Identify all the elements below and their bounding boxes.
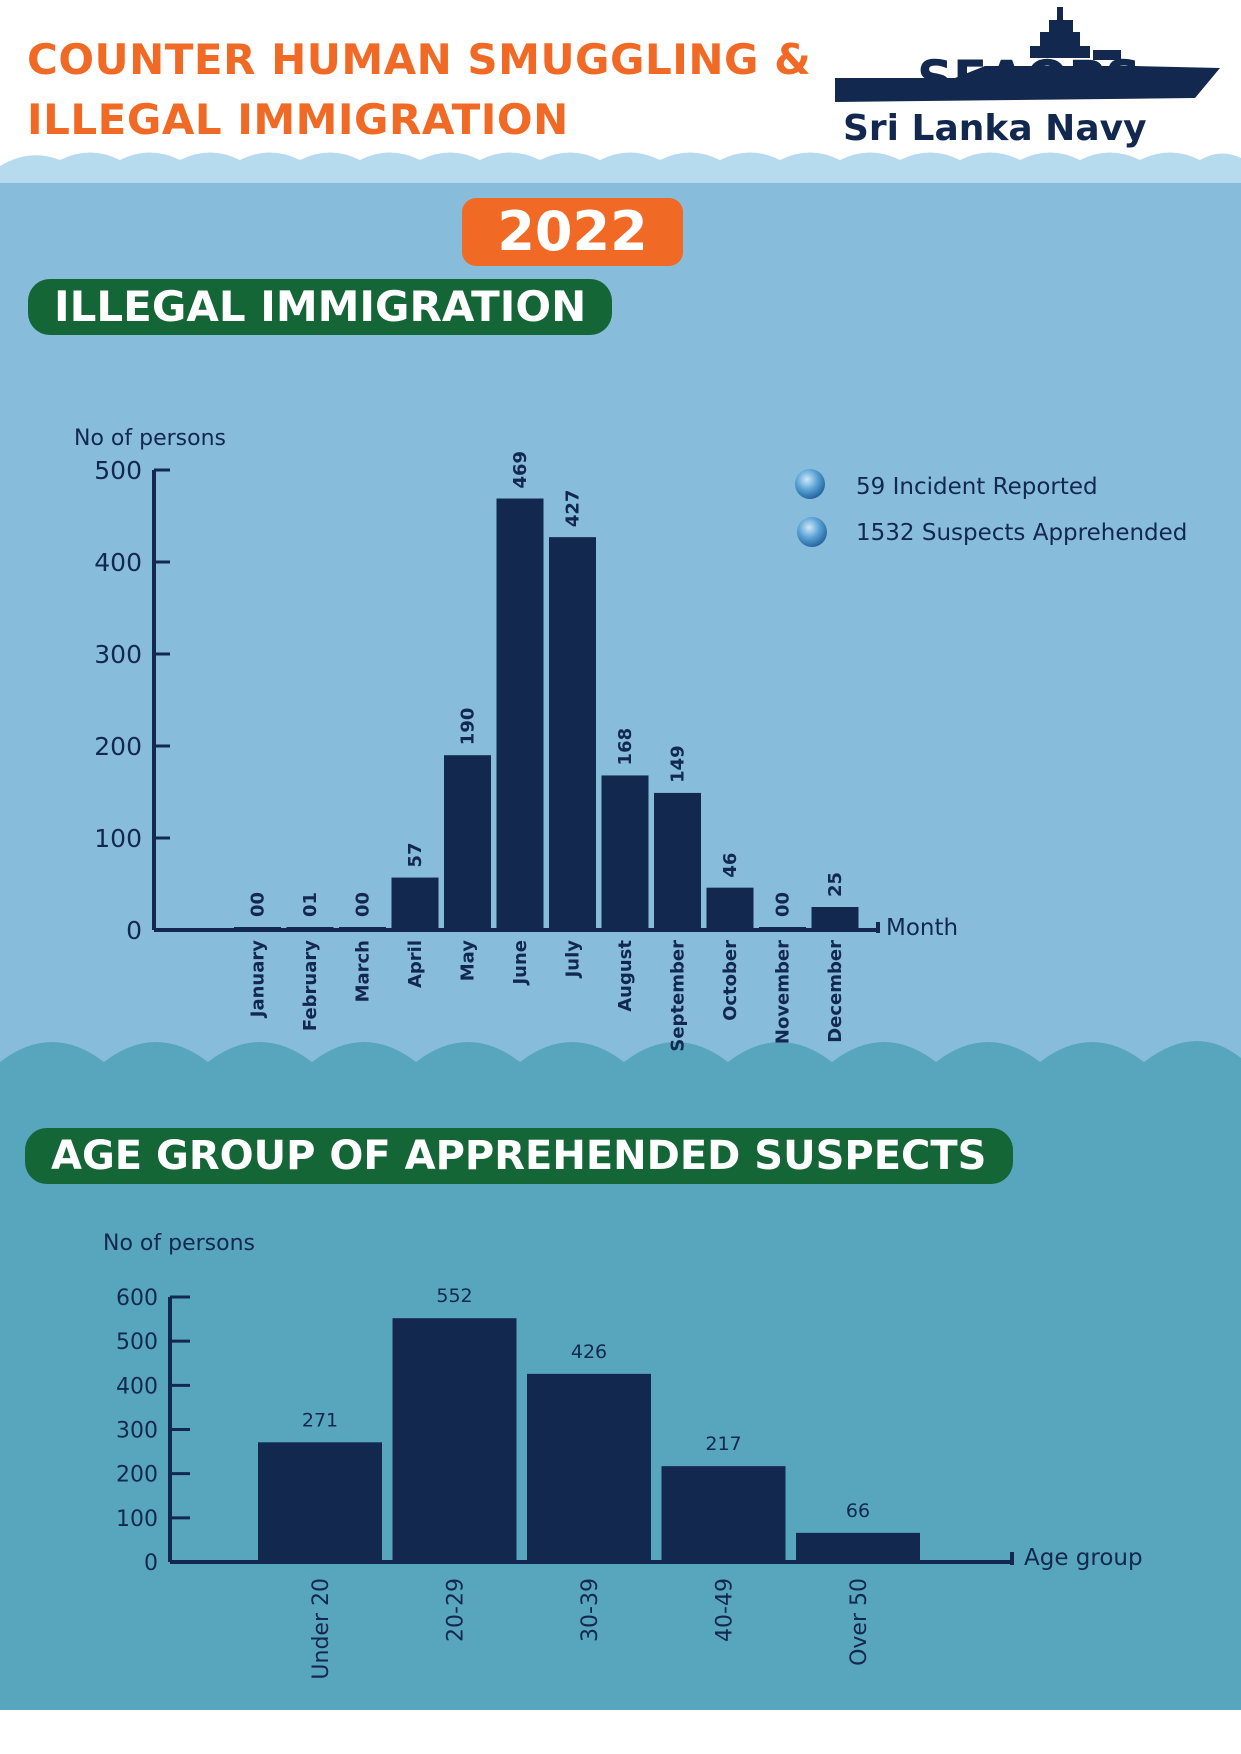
- x-tick-label: May: [458, 940, 479, 982]
- section-illegal-immigration: ILLEGAL IMMIGRATION: [28, 279, 613, 335]
- x-tick-label: 20-29: [444, 1578, 469, 1642]
- y-axis-label: No of persons: [103, 1231, 255, 1256]
- x-tick-label: June: [510, 940, 531, 987]
- bar-september: [654, 792, 701, 930]
- data-label: 66: [846, 1500, 870, 1522]
- x-tick-label: February: [300, 940, 321, 1031]
- y-tick-label: 300: [116, 1419, 158, 1444]
- data-label: 469: [510, 451, 531, 489]
- bar-age-2: [392, 1318, 517, 1562]
- y-tick-label: 200: [116, 1463, 158, 1488]
- data-label: 46: [720, 853, 741, 878]
- y-tick-label: 600: [116, 1286, 158, 1311]
- data-label: 00: [353, 892, 374, 917]
- data-label: 01: [300, 892, 321, 917]
- logo-text: SEAOPS: [917, 50, 1141, 108]
- y-tick-label: 0: [126, 916, 142, 945]
- y-tick-label: 100: [94, 824, 142, 853]
- x-tick-label: 40-49: [713, 1578, 738, 1642]
- section-age-group: AGE GROUP OF APPREHENDED SUSPECTS: [25, 1128, 1013, 1184]
- x-tick-label: March: [353, 940, 374, 1002]
- bar-age-3: [527, 1373, 651, 1562]
- data-label: 427: [563, 490, 584, 528]
- bar-age-5: [796, 1532, 920, 1562]
- bar-may: [444, 755, 491, 930]
- legend-bullet-icon: [797, 517, 827, 547]
- page-title: COUNTER HUMAN SMUGGLING & ILLEGAL IMMIGR…: [27, 30, 811, 150]
- bar-april: [391, 877, 439, 930]
- legend: 59 Incident Reported 1532 Suspects Appre…: [795, 469, 1187, 547]
- y-tick-label: 300: [94, 640, 142, 669]
- y-tick-label: 0: [144, 1551, 158, 1576]
- x-tick-label: Over 50: [847, 1578, 872, 1666]
- x-tick-label: September: [668, 940, 689, 1052]
- y-tick-label: 200: [94, 732, 142, 761]
- title-line-1: COUNTER HUMAN SMUGGLING &: [27, 35, 812, 84]
- y-tick-label: 400: [94, 548, 142, 577]
- x-tick-label: November: [773, 940, 794, 1044]
- data-label: 25: [825, 872, 846, 897]
- y-tick-label: 500: [116, 1330, 158, 1355]
- data-label: 57: [405, 842, 426, 867]
- bar-october: [706, 887, 754, 930]
- bar-july: [549, 537, 596, 930]
- legend-item-incidents: 59 Incident Reported: [856, 474, 1098, 500]
- legend-bullet-icon: [795, 469, 825, 499]
- x-tick-label: January: [248, 940, 269, 1019]
- data-label: 552: [436, 1285, 472, 1307]
- data-label: 217: [705, 1433, 741, 1455]
- x-tick-label: August: [615, 940, 636, 1012]
- title-line-2: ILLEGAL IMMIGRATION: [27, 95, 569, 144]
- ship-icon: [835, 7, 1220, 102]
- y-tick-label: 100: [116, 1507, 158, 1532]
- x-tick-label: April: [405, 940, 426, 988]
- data-label: 00: [248, 892, 269, 917]
- x-tick-label: October: [720, 940, 741, 1021]
- data-label: 149: [668, 745, 689, 783]
- x-tick-label: 30-39: [578, 1578, 603, 1642]
- bar-age-1: [258, 1442, 382, 1562]
- data-label: 426: [571, 1341, 607, 1363]
- y-tick-label: 400: [116, 1374, 158, 1399]
- bar-august: [601, 775, 649, 930]
- data-label: 168: [615, 728, 636, 766]
- x-tick-label: July: [563, 940, 584, 980]
- logo-subtext: Sri Lanka Navy: [843, 108, 1147, 149]
- year-badge: 2022: [462, 198, 683, 266]
- data-label: 00: [773, 892, 794, 917]
- x-tick-label: December: [825, 940, 846, 1043]
- seaops-logo: SEAOPS Sri Lanka Navy: [835, 7, 1220, 149]
- bar-december: [811, 907, 859, 930]
- data-label: 190: [458, 708, 479, 746]
- y-tick-label: 500: [94, 456, 142, 485]
- y-axis-label: No of persons: [74, 426, 226, 451]
- bar-june: [496, 498, 544, 930]
- legend-item-suspects: 1532 Suspects Apprehended: [856, 520, 1187, 546]
- x-axis-label: Month: [886, 915, 958, 941]
- bar-age-4: [661, 1466, 786, 1562]
- x-axis-label: Age group: [1024, 1545, 1143, 1571]
- data-label: 271: [302, 1409, 338, 1431]
- x-tick-label: Under 20: [309, 1578, 334, 1680]
